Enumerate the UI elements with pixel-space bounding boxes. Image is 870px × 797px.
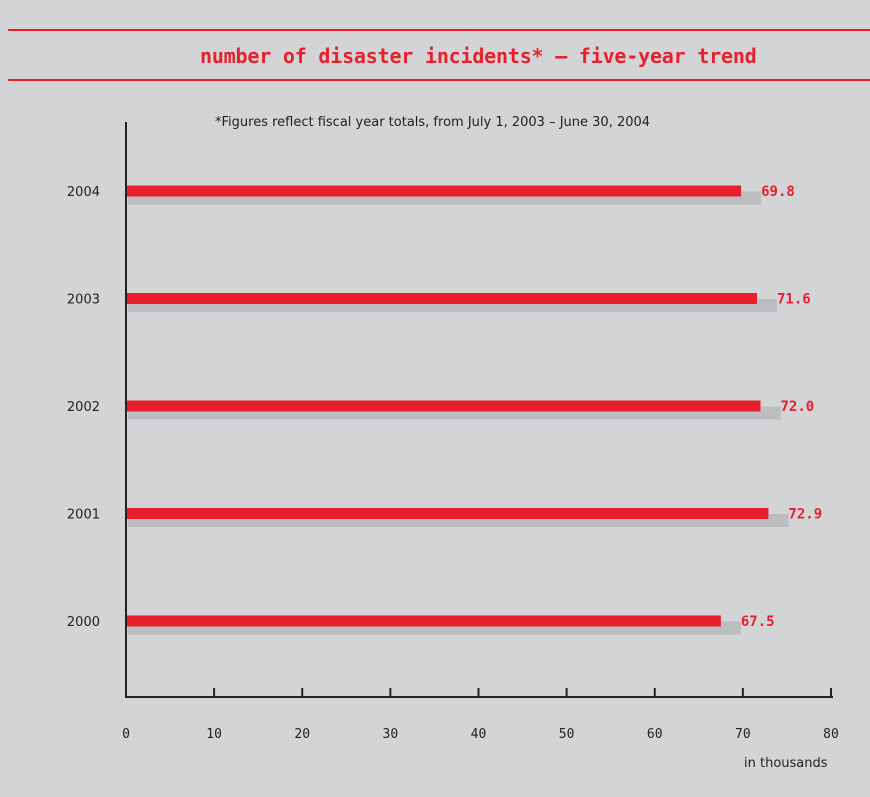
bar-value-label: 72.0 <box>781 399 815 415</box>
x-tick-label: 60 <box>647 727 663 742</box>
bar <box>126 615 721 627</box>
bar-value-label: 69.8 <box>761 184 795 200</box>
y-tick-label: 2001 <box>67 508 100 523</box>
x-axis-unit-label: in thousands <box>744 756 828 771</box>
x-tick-label: 0 <box>122 727 130 742</box>
bar-value-label: 67.5 <box>741 614 775 630</box>
chart-title: number of disaster incidents* — five-yea… <box>200 44 757 68</box>
y-tick-label: 2000 <box>67 615 100 630</box>
x-tick-label: 20 <box>294 727 310 742</box>
ticks-layer: 0 10 20 30 40 50 60 70 80 <box>122 688 839 742</box>
top-rule <box>8 29 870 31</box>
x-tick-label: 70 <box>735 727 751 742</box>
bar-value-label: 71.6 <box>777 292 811 308</box>
title-underline-rule <box>8 79 870 81</box>
bar <box>126 185 742 197</box>
y-tick-label: 2002 <box>67 400 100 415</box>
bar-value-label: 72.9 <box>788 507 822 523</box>
x-tick-label: 40 <box>471 727 487 742</box>
x-tick-label: 50 <box>559 727 575 742</box>
bar <box>126 293 757 304</box>
bar <box>126 508 769 519</box>
y-tick-label: 2004 <box>67 185 100 200</box>
x-tick-label: 30 <box>383 727 399 742</box>
bar <box>126 400 761 412</box>
x-tick-label: 80 <box>823 727 839 742</box>
bars-layer: 69.8 2004 71.6 2003 72.0 2002 72.9 2001 67.5 2000 <box>67 184 822 635</box>
x-tick-label: 10 <box>206 727 222 742</box>
y-tick-label: 2003 <box>67 293 100 308</box>
chart-footnote: *Figures reflect fiscal year totals, fro… <box>215 115 651 130</box>
